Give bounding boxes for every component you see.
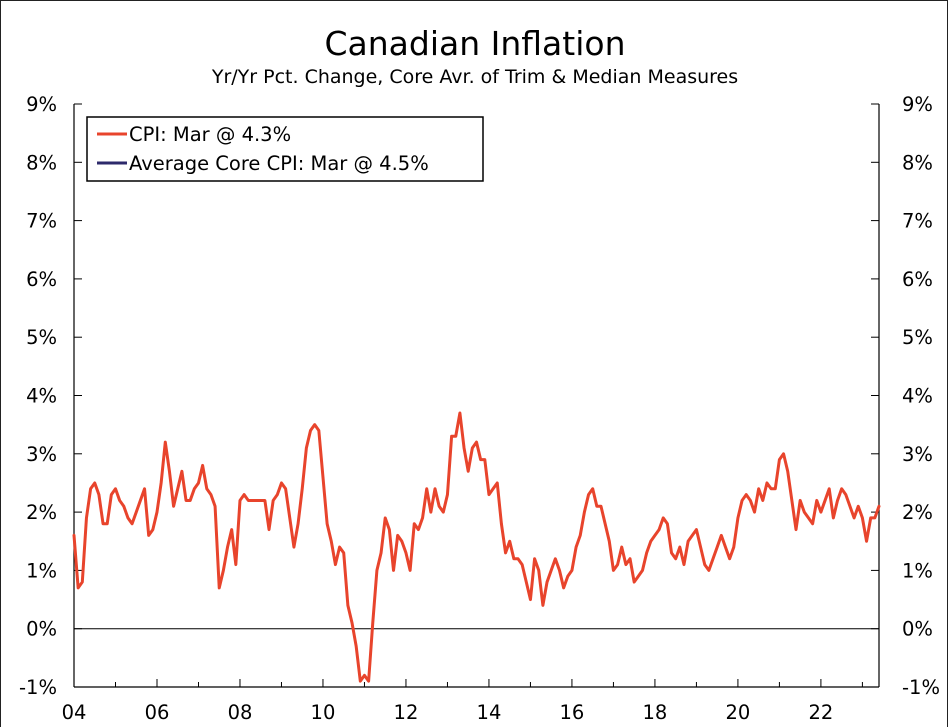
chart-title: Canadian Inflation bbox=[324, 24, 625, 63]
y-tick-label-left: -1% bbox=[19, 676, 57, 699]
y-tick-label-right: 8% bbox=[902, 151, 933, 174]
series-layer bbox=[72, 411, 881, 683]
legend-label-cpi: CPI: Mar @ 4.3% bbox=[129, 123, 291, 146]
y-tick-label-left: 2% bbox=[26, 501, 57, 524]
y-tick-label-left: 1% bbox=[26, 559, 57, 582]
y-tick-label-right: 5% bbox=[902, 326, 933, 349]
x-tick-label: 12 bbox=[394, 701, 419, 724]
y-tick-label-right: 6% bbox=[902, 268, 933, 291]
x-tick-label: 08 bbox=[228, 701, 253, 724]
x-tick-label: 10 bbox=[311, 701, 336, 724]
x-tick-label: 14 bbox=[477, 701, 502, 724]
y-tick-label-left: 8% bbox=[26, 151, 57, 174]
y-tick-label-left: 9% bbox=[26, 93, 57, 116]
x-tick-label: 06 bbox=[145, 701, 170, 724]
x-tick-label: 20 bbox=[726, 701, 751, 724]
y-tick-label-right: 3% bbox=[902, 443, 933, 466]
x-tick-label: 16 bbox=[560, 701, 585, 724]
y-tick-label-left: 5% bbox=[26, 326, 57, 349]
y-tick-label-right: 0% bbox=[902, 618, 933, 641]
y-tick-label-right: 2% bbox=[902, 501, 933, 524]
y-tick-label-right: 1% bbox=[902, 559, 933, 582]
x-tick-label: 18 bbox=[643, 701, 668, 724]
y-tick-label-left: 6% bbox=[26, 268, 57, 291]
x-tick-label: 22 bbox=[808, 701, 833, 724]
series-line-cpi bbox=[72, 411, 881, 683]
y-tick-label-left: 3% bbox=[26, 443, 57, 466]
chart-subtitle: Yr/Yr Pct. Change, Core Avr. of Trim & M… bbox=[211, 66, 738, 88]
y-tick-label-right: 9% bbox=[902, 93, 933, 116]
axis-layer: -1% -1% 0% 0% 1% 1% 2% 2% 3% 3% 4% 4% 5% 5% 6% 6% 7% 7% 8%… bbox=[19, 93, 940, 724]
y-tick-label-right: 4% bbox=[902, 385, 933, 408]
x-tick-label: 04 bbox=[62, 701, 87, 724]
y-tick-label-right: 7% bbox=[902, 210, 933, 233]
y-tick-label-left: 0% bbox=[26, 618, 57, 641]
y-tick-label-left: 7% bbox=[26, 210, 57, 233]
y-tick-label-right: -1% bbox=[902, 676, 940, 699]
legend-box bbox=[86, 116, 484, 182]
y-tick-label-left: 4% bbox=[26, 385, 57, 408]
chart-legend: CPI: Mar @ 4.3% Average Core CPI: Mar @ … bbox=[86, 116, 484, 182]
legend-label-core: Average Core CPI: Mar @ 4.5% bbox=[129, 152, 429, 175]
